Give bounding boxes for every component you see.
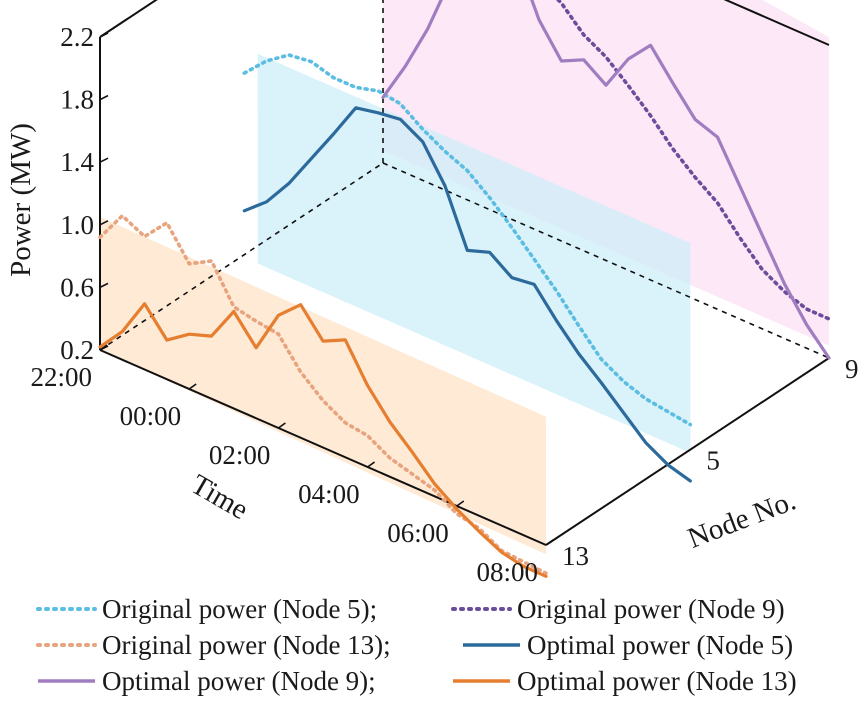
x-tick-mark [456,500,465,507]
time-axis-line [99,349,547,546]
x-tick-label: 04:00 [298,479,360,509]
series-line-optimal-power-node-5 [242,106,692,483]
plane-node-13 [100,217,546,555]
y-tick-label: 0.2 [60,335,94,365]
plane-node-5 [257,53,691,453]
y-tick-label: 1.4 [60,147,94,177]
axis-frame [99,0,830,546]
series-line-optimal-power-node-13 [98,302,548,578]
x-tick-label: 06:00 [387,518,449,548]
legend: Original power (Node 5); Original power (… [36,594,797,696]
x-tick-mark [188,383,197,390]
y-tick-mark [99,157,109,163]
plane-node-9 [383,0,829,346]
legend-label: Original power (Node 9) [517,594,785,624]
legend-label: Optimal power (Node 13) [517,666,797,696]
series-line-original-power-node-5 [242,53,693,427]
tick-labels: 0.2 0.6 1.0 1.4 1.8 2.2 22:00 00:00 02:00 04:00 06… [30,22,858,587]
top-back-edge [99,0,158,38]
floor-right-edge [382,162,830,359]
y-axis-label: Power (MW) [5,123,37,277]
y-tick-mark [99,94,109,101]
legend-label: Optimal power (Node 5) [527,630,793,660]
node-axis-line [545,357,830,546]
x-tick-label: 00:00 [120,401,182,431]
series-line-original-power-node-9 [555,0,831,321]
x-tick-mark [545,539,554,546]
x-tick-mark [367,461,376,468]
series-line-optimal-power-node-9 [381,0,831,360]
node-tick-label: 9 [845,354,859,384]
node-planes [100,0,829,555]
legend-label: Original power (Node 5); [102,594,377,624]
node-tick-label: 5 [706,446,720,476]
y-tick-mark [99,220,109,226]
y-tick-mark [99,32,109,38]
floor-back-edge [99,162,384,351]
x-tick-mark [277,422,286,429]
legend-label: Original power (Node 13); [102,630,391,660]
y-tick-label: 1.8 [60,85,94,115]
node-axis-label: Node No. [683,484,800,554]
x-tick-mark [99,344,108,351]
y-tick-label: 1.0 [60,210,94,240]
series-lines [98,0,831,578]
y-tick-label: 0.6 [60,272,94,302]
x-tick-label: 08:00 [476,557,538,587]
x-tick-label: 02:00 [209,440,271,470]
x-tick-label: 22:00 [30,362,92,392]
top-right-edge [723,0,830,46]
node-tick-label: 13 [562,541,589,571]
legend-label: Optimal power (Node 9); [102,666,376,696]
y-tick-label: 2.2 [60,22,94,52]
y-tick-mark [99,282,109,289]
x-axis-label: Time [185,468,253,526]
